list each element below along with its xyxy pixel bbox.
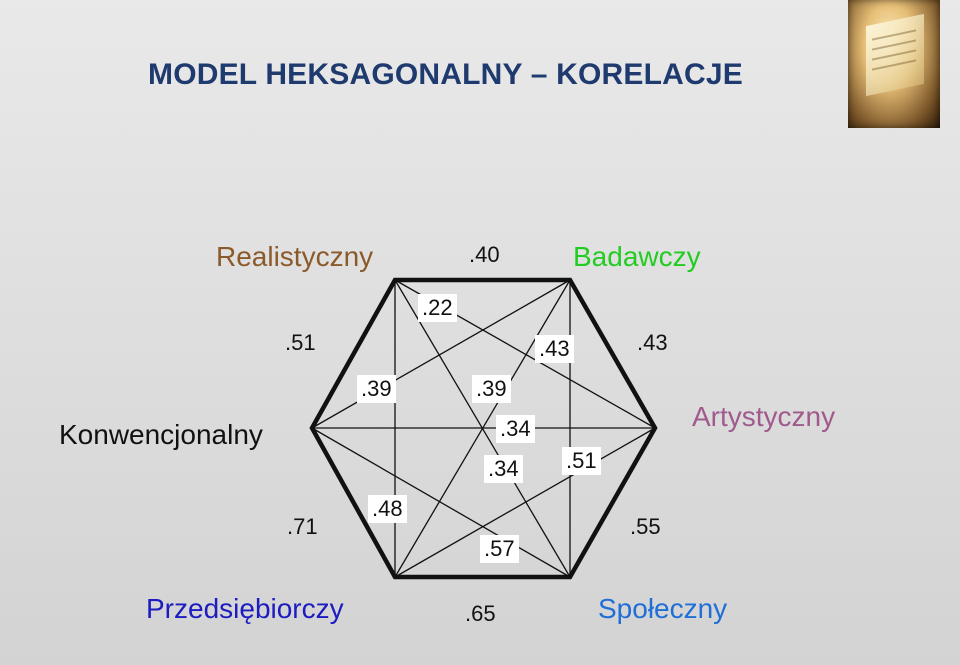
corr-c-s: .48 [368,495,407,523]
line-e-a [394,427,656,578]
diagonal-lines [311,279,656,578]
corr-c-i: .51 [562,447,601,475]
type-social: Społeczny [598,593,728,624]
corr-e-a: .57 [480,535,519,563]
corr-r-i: .40 [469,242,500,267]
corr-e-i: .34 [484,455,523,483]
type-conventional: Konwencjonalny [59,419,263,450]
line-i-c [311,279,571,429]
type-artistic: Artystyczny [692,401,836,432]
type-enterprising: Przedsiębiorczy [146,593,344,624]
type-investigative: Badawczy [573,241,701,272]
corr-r-e: .39 [357,375,396,403]
corr-c-r: .51 [285,330,316,355]
corr-a-s: .55 [630,514,661,539]
type-realistic: Realistyczny [216,241,374,272]
corr-r-s: .39 [472,375,511,403]
book-photo-icon [848,0,940,128]
corr-i-s: .43 [535,335,574,363]
hexagon-outline [309,277,658,580]
corr-c-a: .34 [496,415,535,443]
corr-r-a: .22 [418,294,457,322]
page-title: MODEL HEKSAGONALNY – KORELACJE [148,58,743,91]
corr-e-c: .71 [287,514,318,539]
line-c-s [311,427,571,578]
corr-s-e: .65 [465,601,496,626]
corr-i-a: .43 [637,330,668,355]
